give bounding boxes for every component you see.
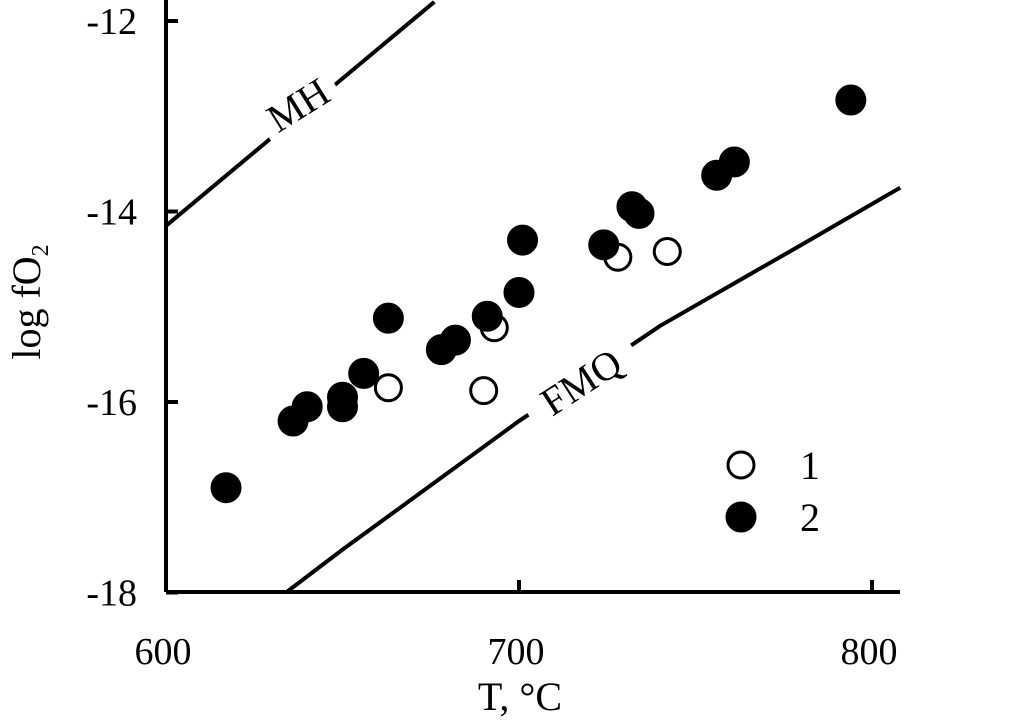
- data-point-series-2: [623, 197, 655, 229]
- x-tick-label: 700: [488, 631, 545, 673]
- data-point-series-1: [469, 376, 499, 406]
- y-tick-label: -14: [86, 192, 137, 234]
- legend-marker-2: [725, 501, 757, 533]
- y-tick-label: -16: [86, 382, 137, 424]
- data-point-series-2: [588, 229, 620, 261]
- x-tick-label: 800: [841, 631, 898, 673]
- line-label-mask: [253, 68, 348, 149]
- data-point-series-2: [503, 276, 535, 308]
- y-tick-label: -12: [86, 1, 137, 43]
- y-axis-title-main: log fO: [4, 256, 49, 359]
- data-point-series-2: [507, 224, 539, 256]
- legend: 12: [725, 443, 820, 540]
- data-point-series-2: [348, 357, 380, 389]
- axes: -12 -14 -16 -18 600 700 800: [86, 0, 900, 673]
- data-point-series-1: [652, 237, 682, 267]
- line-label-mask: [520, 334, 647, 438]
- legend-label-1: 1: [800, 443, 820, 488]
- svg-text:log fO2: log fO2: [4, 244, 54, 359]
- y-axis-title-subscript: 2: [28, 244, 54, 256]
- data-point-series-2: [372, 302, 404, 334]
- y-tick-label: -18: [86, 573, 137, 615]
- legend-marker-1: [726, 450, 756, 480]
- data-point-series-1: [373, 373, 403, 403]
- data-point-series-2: [210, 472, 242, 504]
- data-point-series-2: [291, 391, 323, 423]
- data-point-series-2: [471, 300, 503, 332]
- data-point-series-2: [439, 324, 471, 356]
- data-point-series-2: [835, 84, 867, 116]
- data-points: [210, 84, 867, 504]
- x-axis-title: T, °C: [478, 674, 562, 719]
- x-tick-label: 600: [135, 631, 192, 673]
- legend-label-2: 2: [800, 495, 820, 540]
- data-point-series-2: [327, 391, 358, 423]
- y-axis-title: log fO2: [4, 244, 54, 359]
- data-point-series-2: [718, 146, 750, 178]
